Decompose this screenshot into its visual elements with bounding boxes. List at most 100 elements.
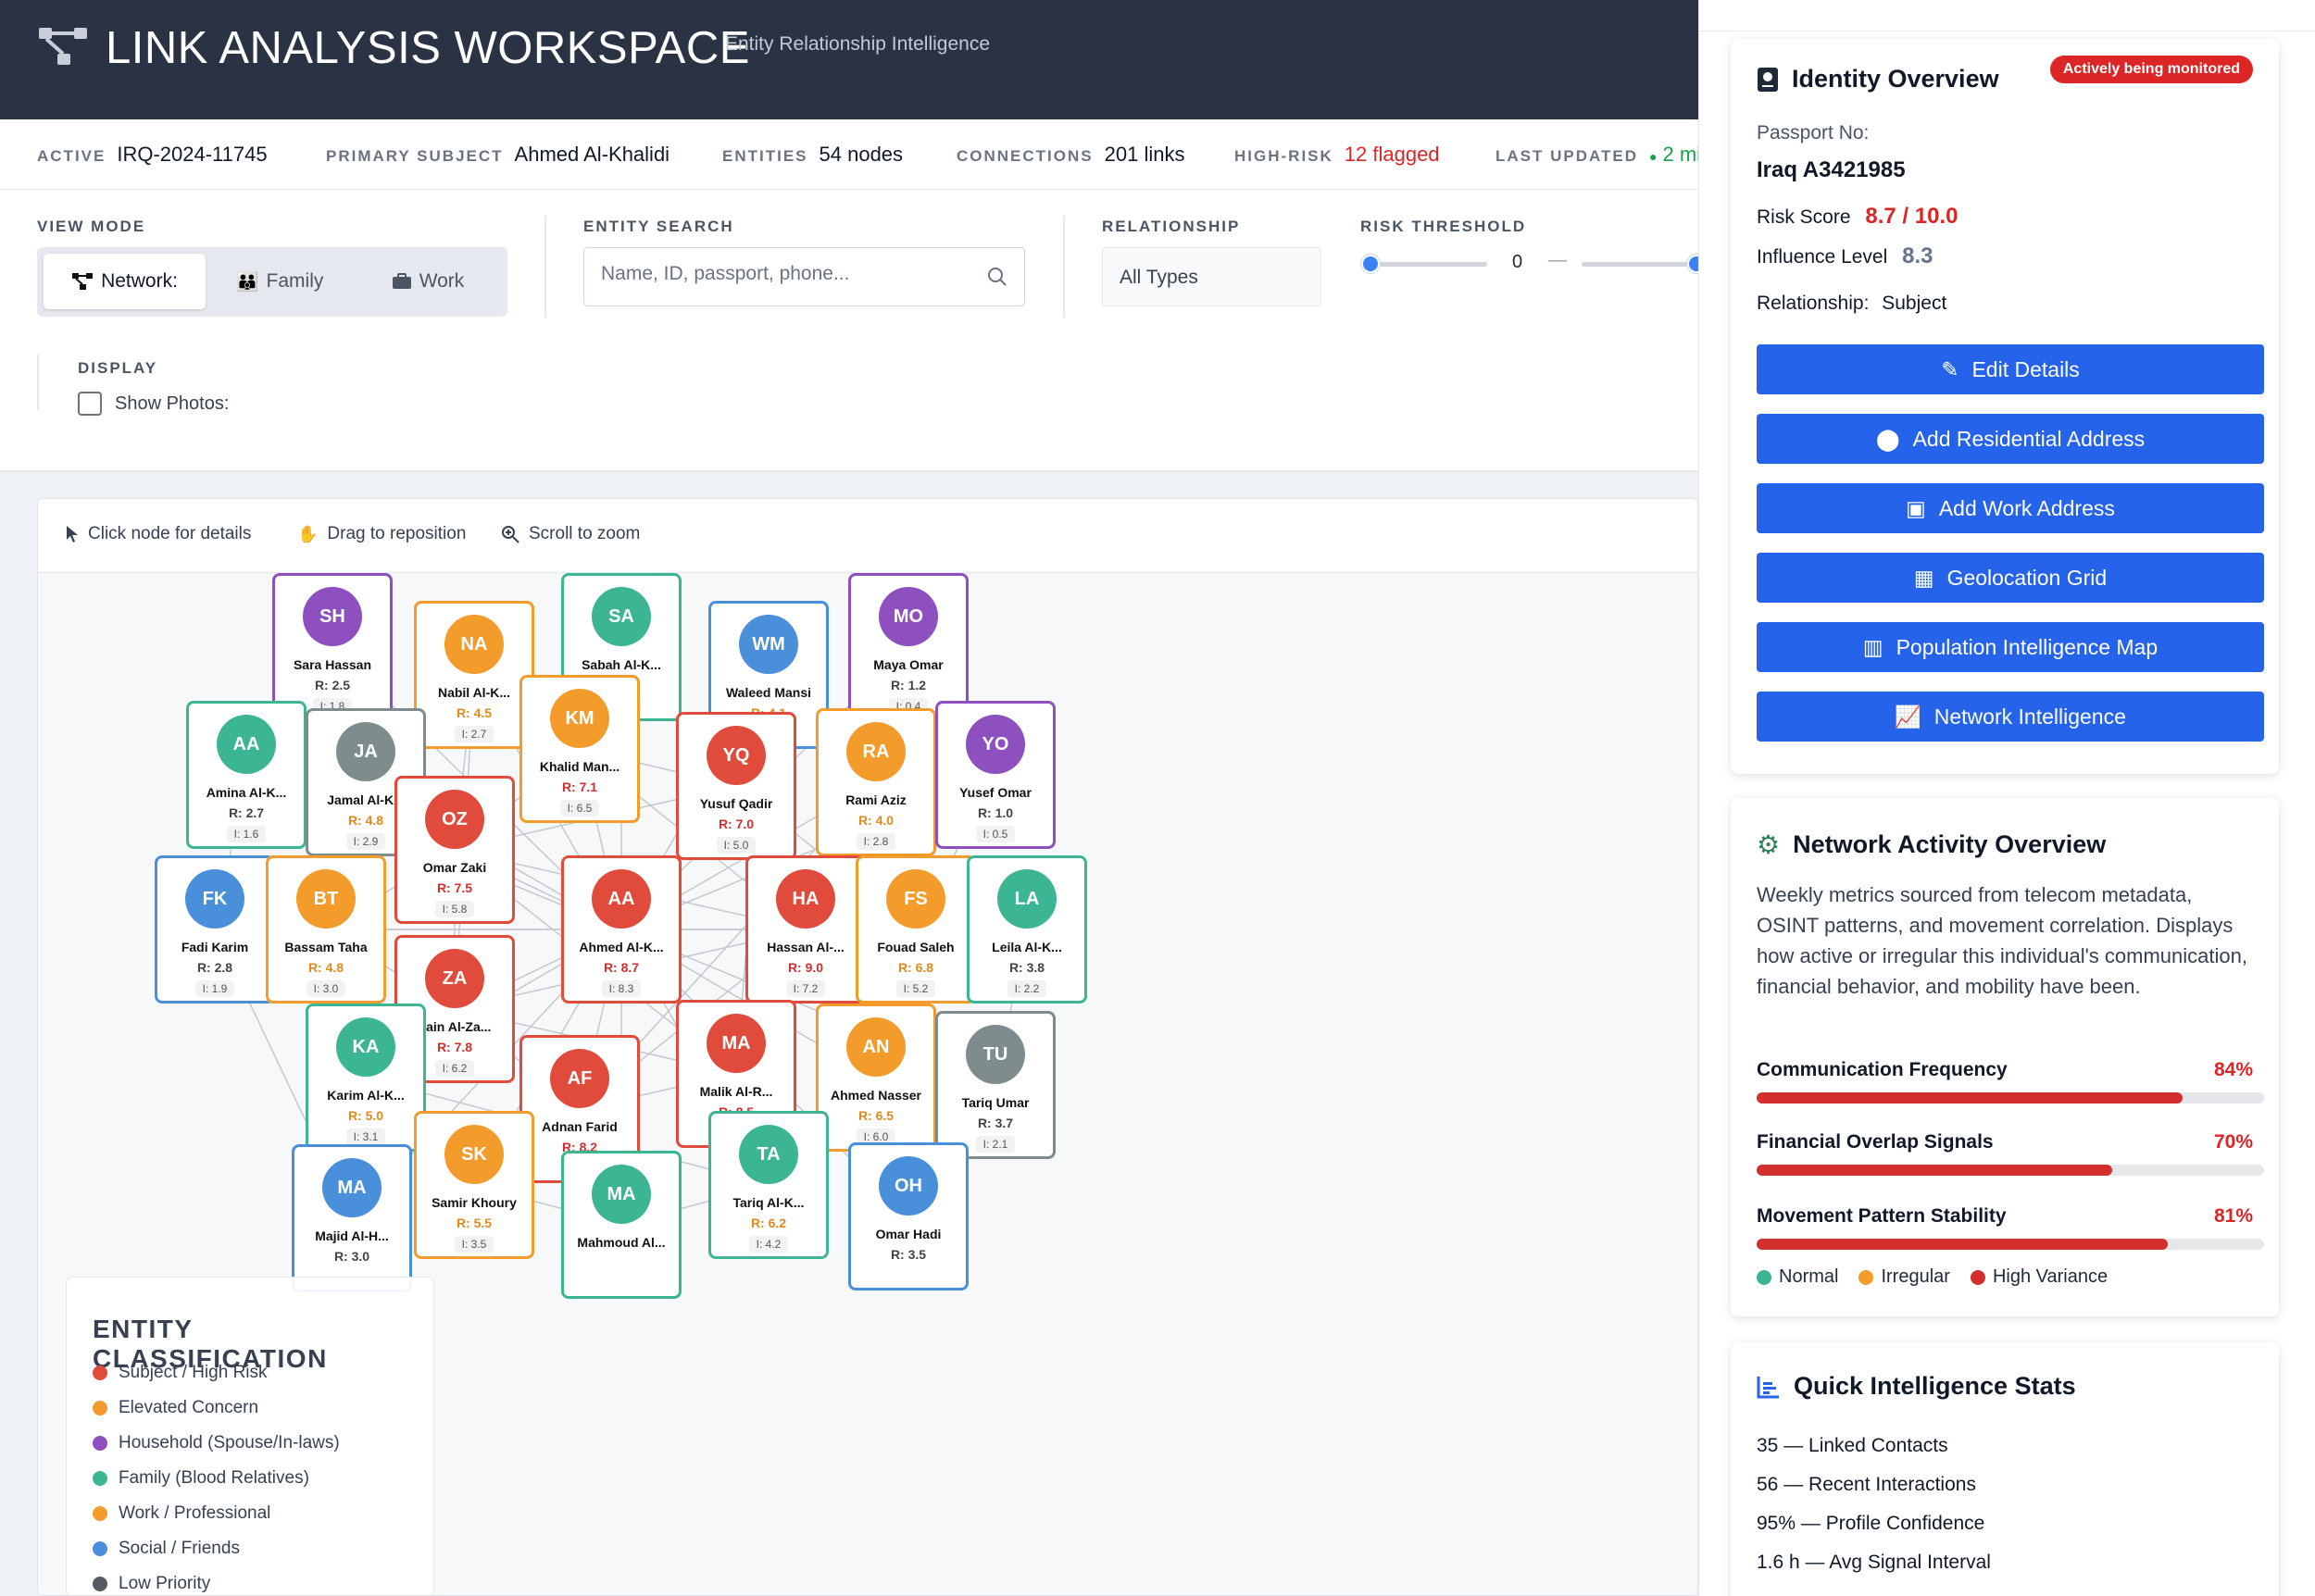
entity-risk: R: 6.5	[857, 1108, 895, 1123]
entity-node[interactable]: AN Ahmed Nasser R: 6.5 I: 6.0	[816, 1004, 936, 1152]
stat-linked-contacts: 35 — Linked Contacts	[1757, 1435, 1948, 1456]
entity-node[interactable]: AA Ahmed Al-K... R: 8.7 I: 8.3	[561, 855, 682, 1004]
entity-node[interactable]: SH Sara Hassan R: 2.5 I: 1.8	[272, 573, 393, 721]
relationship-select[interactable]: All Types	[1102, 247, 1321, 306]
quick-stats-card: Quick Intelligence Stats 35 — Linked Con…	[1731, 1342, 2279, 1596]
entity-node[interactable]: OZ Omar Zaki R: 7.5 I: 5.8	[394, 776, 515, 924]
show-photos-label: Show Photos:	[115, 393, 230, 414]
show-photos-checkbox[interactable]	[78, 392, 102, 416]
entity-node[interactable]: KM Khalid Man... R: 7.1 I: 6.5	[519, 675, 640, 823]
entity-classification-legend: ENTITY CLASSIFICATION Subject / High Ris…	[66, 1277, 434, 1595]
hint-drag: ✋ Drag to reposition	[297, 524, 467, 543]
view-work-button[interactable]: Work	[354, 254, 502, 309]
entity-search-box	[583, 247, 1025, 306]
entity-node[interactable]: OH Omar Hadi R: 3.5	[848, 1142, 969, 1291]
entity-name: Ahmed Al-K...	[579, 940, 664, 954]
entity-influence: I: 8.3	[601, 980, 642, 997]
entity-influence: I: 6.5	[559, 800, 600, 817]
hint-click: Click node for details	[66, 524, 251, 544]
entity-avatar: SH	[303, 587, 362, 646]
influence-row: Influence Level 8.3	[1757, 243, 1933, 268]
search-icon[interactable]	[987, 267, 1007, 287]
risk-min-track	[1370, 262, 1487, 267]
entity-node[interactable]: TA Tariq Al-K... R: 6.2 I: 4.2	[708, 1111, 829, 1259]
network-graph: Click node for details ✋ Drag to reposit…	[37, 498, 1698, 1596]
entity-node[interactable]: TU Tariq Umar R: 3.7 I: 2.1	[935, 1011, 1056, 1159]
entity-node[interactable]: FK Fadi Karim R: 2.8 I: 1.9	[155, 855, 275, 1004]
entity-node[interactable]: FS Fouad Saleh R: 6.8 I: 5.2	[856, 855, 976, 1004]
divider	[37, 355, 39, 410]
quick-stats-title: Quick Intelligence Stats	[1757, 1372, 2076, 1401]
entity-avatar: SK	[444, 1125, 504, 1184]
display-label: DISPLAY	[78, 359, 158, 377]
entity-node[interactable]: NA Nabil Al-K... R: 4.5 I: 2.7	[414, 601, 534, 749]
family-icon: 👪	[235, 271, 259, 293]
entity-node[interactable]: RA Rami Aziz R: 4.0 I: 2.8	[816, 708, 936, 856]
legend-color-dot	[93, 1401, 107, 1415]
risk-min-value: 0	[1512, 252, 1523, 272]
risk-min-slider-handle[interactable]	[1361, 255, 1380, 273]
legend-item: Work / Professional	[93, 1503, 270, 1524]
geolocation-grid-button[interactable]: ▦ Geolocation Grid	[1757, 553, 2264, 603]
entity-name: Yusef Omar	[959, 785, 1032, 800]
activity-description: Weekly metrics sourced from telecom meta…	[1757, 883, 2247, 998]
entity-risk: R: 2.7	[228, 805, 265, 820]
stat-last-updated: LAST UPDATED ● 2 mi	[1495, 143, 1702, 166]
entity-node[interactable]: BT Bassam Taha R: 4.8 I: 3.0	[266, 855, 386, 1004]
legend-item-label: Social / Friends	[119, 1539, 240, 1558]
view-family-button[interactable]: 👪 Family	[235, 270, 324, 293]
entity-name: Ahmed Nasser	[830, 1088, 922, 1103]
entity-avatar: AF	[550, 1049, 609, 1108]
stat-profile-confidence: 95% — Profile Confidence	[1757, 1513, 1985, 1534]
legend-item-label: Low Priority	[119, 1574, 211, 1593]
network-intelligence-button[interactable]: 📈 Network Intelligence	[1757, 692, 2264, 742]
entity-node[interactable]: MO Maya Omar R: 1.2 I: 0.4	[848, 573, 969, 721]
entity-name: Fadi Karim	[181, 940, 249, 954]
entity-node[interactable]: HA Hassan Al-... R: 9.0 I: 7.2	[745, 855, 866, 1004]
communication-frequency-bar	[1757, 1092, 2264, 1103]
metric-label: Movement Pattern Stability	[1757, 1205, 2007, 1227]
add-work-address-button[interactable]: ▣ Add Work Address	[1757, 483, 2264, 533]
app-header: LINK ANALYSIS WORKSPACE Entity Relations…	[0, 0, 1698, 119]
metric-percent: 84%	[2213, 1059, 2253, 1080]
briefcase-icon: ▣	[1906, 495, 1926, 520]
financial-overlap-bar	[1757, 1165, 2264, 1176]
entity-node[interactable]: MA Majid Al-H... R: 3.0	[292, 1144, 412, 1292]
entity-influence: I: 1.6	[226, 826, 267, 842]
entity-avatar: YO	[966, 715, 1025, 774]
entity-avatar: YQ	[707, 726, 766, 785]
graph-canvas[interactable]: SH Sara Hassan R: 2.5 I: 1.8 NA Nabil Al-K...…	[38, 573, 1697, 1595]
entity-name: Tariq Al-K...	[732, 1195, 805, 1210]
entity-node[interactable]: MA Mahmoud Al...	[561, 1151, 682, 1299]
identity-overview-card: Identity Overview Actively being monitor…	[1731, 39, 2279, 774]
entity-avatar: KM	[550, 689, 609, 748]
entity-node[interactable]: YO Yusef Omar R: 1.0 I: 0.5	[935, 701, 1056, 849]
entity-avatar: MA	[322, 1158, 382, 1217]
entity-name: Yusuf Qadir	[699, 796, 773, 811]
add-residential-address-button[interactable]: ⬤ Add Residential Address	[1757, 414, 2264, 464]
entity-avatar: MO	[879, 587, 938, 646]
population-intelligence-map-button[interactable]: ▥ Population Intelligence Map	[1757, 622, 2264, 672]
divider	[1063, 216, 1065, 318]
entity-node[interactable]: LA Leila Al-K... R: 3.8 I: 2.2	[967, 855, 1087, 1004]
entity-avatar: MA	[707, 1014, 766, 1073]
entity-avatar: AA	[217, 715, 276, 774]
entity-risk: R: 1.2	[890, 678, 927, 692]
entity-influence: I: 5.2	[895, 980, 936, 997]
entity-search-input[interactable]	[601, 263, 971, 285]
entity-node[interactable]: YQ Yusuf Qadir R: 7.0 I: 5.0	[676, 712, 796, 860]
stat-connections: CONNECTIONS 201 links	[957, 143, 1185, 166]
stat-active: ACTIVE IRQ-2024-11745	[37, 143, 268, 166]
legend-color-dot	[93, 1577, 107, 1591]
entity-node[interactable]: AA Amina Al-K... R: 2.7 I: 1.6	[186, 701, 307, 849]
entity-influence: I: 3.0	[306, 980, 346, 997]
entity-influence: I: 2.9	[345, 833, 386, 850]
edit-details-button[interactable]: ✎ Edit Details	[1757, 344, 2264, 394]
entity-node[interactable]: SK Samir Khoury R: 5.5 I: 3.5	[414, 1111, 534, 1259]
entity-influence: I: 5.0	[716, 837, 757, 854]
metric-percent: 81%	[2213, 1205, 2253, 1227]
view-network-button[interactable]: Network:	[44, 254, 206, 309]
map-location-icon: ▦	[1913, 565, 1934, 590]
entity-influence: I: 5.8	[434, 901, 475, 917]
entity-node[interactable]: KA Karim Al-K... R: 5.0 I: 3.1	[306, 1004, 426, 1152]
